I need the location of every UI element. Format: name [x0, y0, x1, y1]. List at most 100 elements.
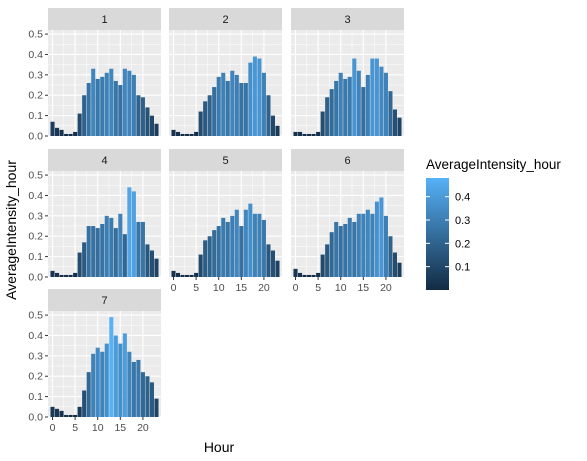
- bar-hour-16: [122, 333, 127, 417]
- x-tick-label: 15: [357, 282, 369, 294]
- bar-hour-6: [77, 406, 82, 417]
- bar-hour-21: [145, 244, 150, 277]
- bar-hour-19: [379, 66, 384, 136]
- facet-panel-6: 6 0 5 10 15 20: [291, 149, 404, 294]
- bar-hour-23: [397, 117, 402, 136]
- y-tick-label: 0.1: [28, 251, 43, 263]
- y-tick-label: 0.3: [28, 210, 43, 222]
- y-tick-label: 0.4: [28, 190, 43, 202]
- x-tick-label: 20: [258, 282, 270, 294]
- bar-hour-3: [307, 274, 312, 277]
- bar-hour-10: [216, 76, 221, 136]
- bar-hour-17: [248, 62, 253, 137]
- bar-hour-19: [136, 221, 141, 277]
- facet-strip-label: 2: [222, 14, 228, 26]
- bar-hour-20: [140, 221, 145, 277]
- bar-hour-5: [73, 272, 78, 277]
- bar-hour-7: [82, 390, 87, 417]
- bar-hour-3: [64, 274, 69, 277]
- bar-hour-19: [257, 213, 262, 277]
- bar-hour-16: [122, 234, 127, 277]
- bar-hour-12: [347, 76, 352, 136]
- y-tick-label: 0.5: [28, 310, 43, 322]
- bar-hour-21: [266, 244, 271, 277]
- bar-hour-9: [91, 68, 96, 136]
- x-tick-label: 0: [50, 422, 56, 434]
- y-tick-label: 0.5: [28, 29, 43, 41]
- bar-hour-1: [298, 131, 303, 136]
- bar-hour-8: [329, 232, 334, 277]
- bar-hour-0: [293, 131, 298, 136]
- legend-tick-label: 0.3: [455, 215, 470, 227]
- bar-hour-7: [82, 95, 87, 136]
- facet-strip-label: 1: [101, 14, 107, 26]
- bar-hour-17: [370, 213, 375, 277]
- x-tick-label: 15: [235, 282, 247, 294]
- bar-hour-22: [149, 250, 154, 277]
- bar-hour-11: [343, 224, 348, 277]
- bar-hour-20: [140, 97, 145, 136]
- bar-hour-2: [180, 274, 185, 277]
- bar-hour-3: [64, 133, 69, 136]
- y-tick-label: 0.0: [28, 412, 43, 424]
- legend-colorbar: [426, 178, 449, 290]
- y-axis-title: AverageIntensity_hour: [3, 160, 19, 300]
- bar-hour-2: [302, 274, 307, 277]
- bar-hour-1: [55, 127, 60, 136]
- bar-hour-7: [325, 97, 330, 136]
- bar-hour-17: [248, 203, 253, 277]
- bar-hour-15: [239, 83, 244, 136]
- legend-ticks: 0.1 0.2 0.3 0.4: [426, 192, 470, 274]
- bar-hour-10: [95, 228, 100, 277]
- bar-hour-9: [212, 230, 217, 277]
- bar-hour-20: [261, 72, 266, 136]
- bar-hour-13: [109, 217, 114, 277]
- bar-hour-0: [50, 270, 55, 277]
- bar-hour-8: [86, 372, 91, 417]
- x-tick-label: 5: [193, 282, 199, 294]
- bar-hour-22: [270, 115, 275, 136]
- bar-hour-4: [311, 133, 316, 136]
- bar-hour-21: [388, 91, 393, 136]
- bar-hour-6: [320, 111, 325, 136]
- bar-hour-9: [334, 221, 339, 277]
- bar-hour-2: [59, 274, 64, 277]
- bar-hour-4: [68, 133, 73, 136]
- facet-panel-1: 1 0.0 0.1 0.2 0.3 0.4 0.5: [28, 8, 161, 143]
- bar-hour-13: [352, 221, 357, 277]
- bar-hour-1: [55, 408, 60, 417]
- bar-hour-2: [59, 129, 64, 136]
- bar-hour-12: [225, 221, 230, 277]
- bar-hour-4: [311, 274, 316, 277]
- bar-hour-9: [212, 87, 217, 136]
- bar-hour-12: [347, 217, 352, 277]
- facet-strip: [291, 149, 404, 171]
- bar-hour-5: [194, 272, 199, 277]
- y-tick-label: 0.2: [28, 371, 43, 383]
- bar-hour-20: [140, 372, 145, 417]
- bar-hour-4: [68, 274, 73, 277]
- y-tick-label: 0.2: [28, 231, 43, 243]
- facet-strip-label: 7: [101, 295, 107, 307]
- bar-hour-16: [122, 68, 127, 136]
- bar-hour-2: [59, 410, 64, 417]
- bar-hour-4: [68, 414, 73, 417]
- bar-hour-18: [131, 361, 136, 417]
- bar-hour-17: [127, 187, 132, 277]
- x-tick-label: 10: [335, 282, 347, 294]
- facet-strip-label: 6: [344, 155, 350, 167]
- bar-hour-23: [275, 125, 280, 136]
- facet-panel-5: 5 0 5 10 15 20: [169, 149, 282, 294]
- bar-hour-13: [230, 215, 235, 277]
- bar-hour-21: [145, 376, 150, 417]
- bar-hour-11: [343, 78, 348, 136]
- bar-hour-10: [216, 226, 221, 277]
- bar-hour-20: [383, 72, 388, 136]
- bar-hour-0: [171, 129, 176, 136]
- facet-strip: [169, 8, 282, 30]
- bar-hour-4: [189, 133, 194, 136]
- bar-hour-0: [50, 406, 55, 417]
- bar-hour-13: [109, 68, 114, 136]
- bar-hour-11: [221, 217, 226, 277]
- bar-hour-6: [77, 252, 82, 277]
